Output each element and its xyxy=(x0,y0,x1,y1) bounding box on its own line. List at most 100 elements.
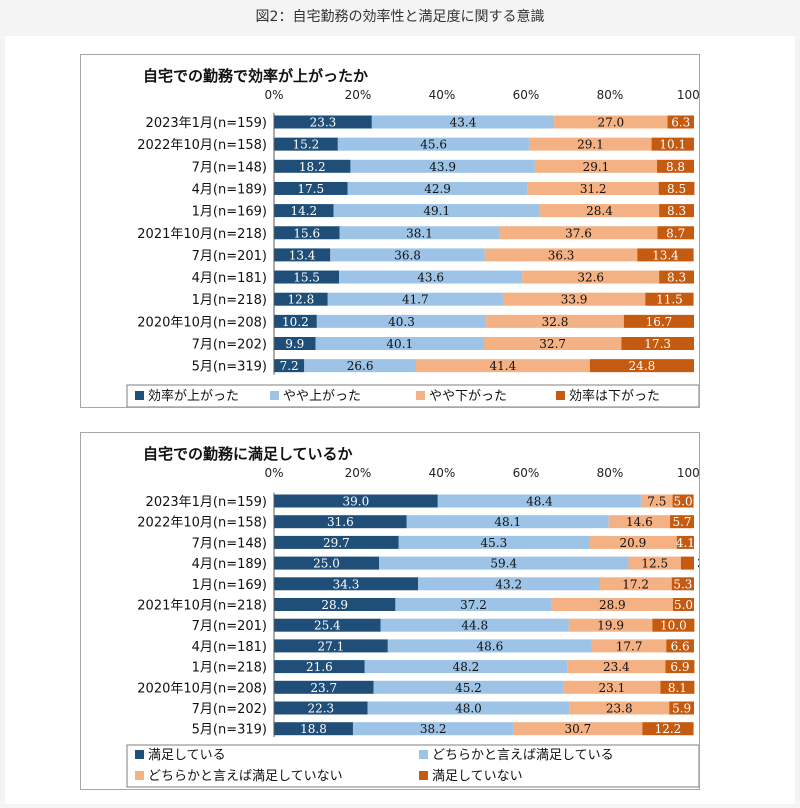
legend-swatch xyxy=(556,391,565,400)
bar-segment xyxy=(665,660,695,674)
data-label: 48.2 xyxy=(453,660,480,674)
data-label: 23.1 xyxy=(599,681,626,695)
bar-segment xyxy=(589,535,677,549)
bar-segment xyxy=(373,680,564,694)
data-label: 40.1 xyxy=(386,337,413,351)
category-label: 4月(n=181) xyxy=(192,271,267,286)
legend-label: どちらかと言えば満足していない xyxy=(148,769,343,784)
bar-segment xyxy=(274,115,372,129)
bar-segment xyxy=(274,701,368,715)
bar-segment xyxy=(379,556,629,570)
data-label: 31.6 xyxy=(327,515,354,529)
data-label: 34.3 xyxy=(333,577,360,591)
bar-segment xyxy=(628,556,681,570)
data-label: 15.5 xyxy=(293,271,320,285)
bar-segment xyxy=(666,639,694,653)
bar-segment xyxy=(551,598,673,611)
bar-segment xyxy=(274,494,438,508)
data-label: 38.1 xyxy=(406,226,433,240)
bar-segment xyxy=(274,722,353,736)
bar-segment xyxy=(527,181,659,195)
data-label: 5.7 xyxy=(672,515,691,529)
data-label: 32.7 xyxy=(539,337,566,351)
bar-segment xyxy=(339,226,500,240)
legend-label: 効率は下がった xyxy=(569,388,660,404)
data-label: 45.2 xyxy=(455,681,482,695)
data-label: 43.4 xyxy=(450,116,477,130)
bar-segment xyxy=(333,204,540,218)
category-label: 2023年1月(n=159) xyxy=(146,495,267,510)
bar-segment xyxy=(621,337,694,350)
bar-segment xyxy=(274,660,365,674)
category-label: 2020年10月(n=208) xyxy=(137,315,267,330)
bar-segment xyxy=(486,314,624,328)
legend-swatch xyxy=(270,391,279,400)
bar-segment xyxy=(418,577,600,591)
bar-segment xyxy=(274,515,407,529)
x-tick-label: 20% xyxy=(345,466,372,480)
x-tick-label: 40% xyxy=(429,88,456,102)
data-label: 12.2 xyxy=(655,722,682,736)
bar-segment xyxy=(304,359,416,373)
bar-segment xyxy=(339,270,523,284)
bar-segment xyxy=(669,701,694,715)
bar-segment xyxy=(350,159,535,173)
data-label: 30.7 xyxy=(565,722,592,736)
data-label: 22.3 xyxy=(307,702,334,716)
data-label: 23.4 xyxy=(603,660,630,674)
bar-segment xyxy=(659,270,694,284)
data-label: 23.8 xyxy=(606,702,633,716)
data-label: 31.2 xyxy=(580,182,607,196)
bar-segment xyxy=(652,618,695,632)
x-tick-label: 40% xyxy=(429,466,456,480)
bar-segment xyxy=(274,680,374,694)
bar-segment xyxy=(641,494,673,508)
bar-segment xyxy=(437,494,642,508)
bar-segment xyxy=(676,535,694,549)
satisfaction-chart: 自宅での勤務に満足しているか 0% 20% 40% 60% 80% 100% 2023年1月(… xyxy=(126,445,699,788)
data-label: 37.6 xyxy=(565,226,592,240)
data-label: 14.6 xyxy=(626,515,653,529)
bar-segment xyxy=(534,159,658,173)
bar-segment xyxy=(395,598,552,611)
bar-segment xyxy=(415,359,590,373)
x-tick-label: 0% xyxy=(264,466,283,480)
bar-segment xyxy=(657,226,694,240)
data-label: 8.3 xyxy=(667,204,686,218)
bar-segment xyxy=(642,722,694,736)
data-label: 41.4 xyxy=(490,359,517,373)
data-label: 42.9 xyxy=(424,182,451,196)
category-label: 7月(n=201) xyxy=(192,619,267,634)
data-label: 21.6 xyxy=(306,660,333,674)
data-label: 28.4 xyxy=(586,204,613,218)
bar-segment xyxy=(274,535,399,549)
data-label: 29.1 xyxy=(577,138,604,152)
data-label: 36.3 xyxy=(548,248,575,262)
data-label: 6.3 xyxy=(671,116,690,130)
bar-segment xyxy=(274,314,317,328)
bar-segment xyxy=(671,577,694,591)
legend-swatch xyxy=(416,391,425,400)
bar-segment xyxy=(347,181,528,195)
data-label: 17.3 xyxy=(644,337,671,351)
legend-label: 満足している xyxy=(148,748,226,763)
bar-segment xyxy=(274,137,338,151)
data-label: 8.8 xyxy=(666,160,685,174)
data-label: 3.1 xyxy=(697,557,699,571)
category-label: 7月(n=202) xyxy=(192,338,267,353)
data-label: 11.5 xyxy=(656,293,683,307)
bar-segment xyxy=(673,598,694,611)
bar-segment xyxy=(672,494,694,508)
bar-segment xyxy=(274,337,316,350)
bar-segment xyxy=(569,701,670,715)
bar-segment xyxy=(660,680,695,694)
data-label: 8.5 xyxy=(667,182,686,196)
bar-segment xyxy=(522,270,660,284)
bar-segment xyxy=(315,337,484,350)
bar-segment xyxy=(670,515,694,529)
category-label: 2021年10月(n=218) xyxy=(137,599,267,614)
data-label: 17.2 xyxy=(622,577,649,591)
data-label: 10.0 xyxy=(660,619,687,633)
legend-label: どちらかと言えば満足している xyxy=(432,748,614,763)
bar-segment xyxy=(637,248,694,262)
